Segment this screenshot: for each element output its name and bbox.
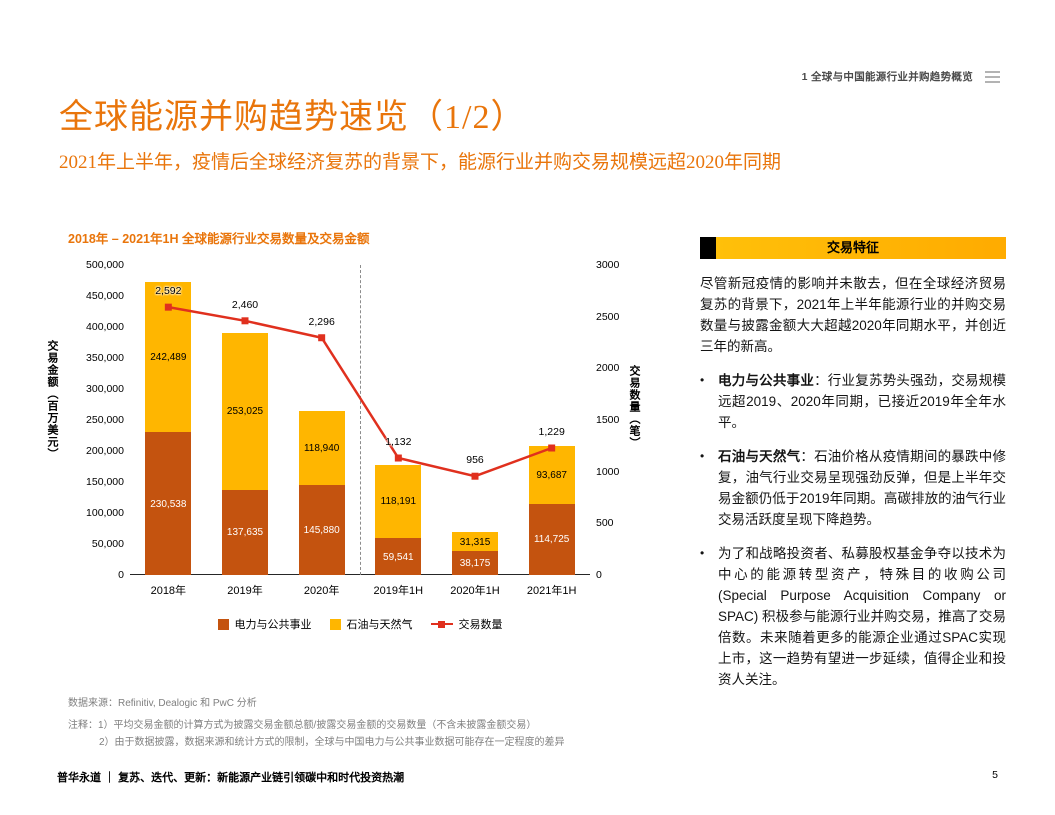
line-marker xyxy=(548,444,556,452)
legend-label-oil: 石油与天然气 xyxy=(346,619,413,631)
bar-segment-power xyxy=(145,432,192,575)
right-axis-tick: 3000 xyxy=(596,259,620,271)
left-axis-tick: 400,000 xyxy=(86,321,124,333)
feature-panel-title: 交易特征 xyxy=(826,240,879,255)
header-notch xyxy=(700,237,716,259)
legend-label-count: 交易数量 xyxy=(458,619,503,631)
left-axis-tick: 500,000 xyxy=(86,259,124,271)
legend-swatch-oil xyxy=(329,618,341,630)
legend-line-marker-icon xyxy=(430,620,453,628)
chart-legend: 电力与公共事业 石油与天然气 交易数量 xyxy=(130,616,590,632)
bar-segment-oil xyxy=(528,445,575,504)
bullet-text: 电力与公共事业：行业复苏势头强劲，交易规模远超2019、2020年同期，已接近2… xyxy=(718,373,1007,430)
bar-segment-power xyxy=(452,551,498,575)
line-value-label: 2,460 xyxy=(231,298,259,311)
bullet-marker: • xyxy=(700,373,705,387)
x-axis-category-label: 2019年 xyxy=(227,585,263,597)
line-value-label: 2,592 xyxy=(155,285,182,298)
x-axis-category-label: 2019年1H xyxy=(373,585,424,597)
deal-count-line xyxy=(168,305,553,478)
legend-label-power: 电力与公共事业 xyxy=(234,619,312,631)
left-axis-tick: 350,000 xyxy=(86,352,124,364)
period-divider-dashed-line xyxy=(360,265,361,575)
bar-segment-oil xyxy=(222,332,268,490)
bullet-item: • 为了和战略投资者、私募股权基金争夺以技术为中心的能源转型资产，特殊目的收购公… xyxy=(700,543,1006,690)
menu-lines-icon xyxy=(985,70,1000,83)
left-axis-title: 交易金额（百万美元） xyxy=(46,340,58,460)
page-number: 5 xyxy=(992,769,998,781)
right-axis-title: 交易数量（笔） xyxy=(628,365,640,449)
line-marker xyxy=(394,454,402,462)
legend-item-power: 电力与公共事业 xyxy=(217,616,312,632)
footnotes: 注释：1）平均交易金额的计算方式为披露交易金额总额/披露交易金额的交易数量（不含… xyxy=(68,717,565,751)
feature-panel-body: 尽管新冠疫情的影响并未散去，但在全球经济贸易复苏的背景下，2021年上半年能源行… xyxy=(700,273,1006,703)
feature-intro: 尽管新冠疫情的影响并未散去，但在全球经济贸易复苏的背景下，2021年上半年能源行… xyxy=(700,276,1006,354)
page-title: 全球能源并购趋势速览（1/2） xyxy=(59,99,526,136)
deal-count-line-layer xyxy=(164,303,556,480)
breadcrumb: 1 全球与中国能源行业并购趋势概览 xyxy=(801,71,973,83)
right-axis-tick: 2500 xyxy=(596,310,620,323)
x-axis-category-label: 2020年1H xyxy=(450,585,500,597)
left-axis-tick: 250,000 xyxy=(86,414,124,426)
left-axis-tick: 50,000 xyxy=(91,538,124,550)
left-axis-tick: 450,000 xyxy=(86,290,124,302)
chart-title: 2018年 – 2021年1H 全球能源行业交易数量及交易金额 xyxy=(68,232,370,246)
bullet-text: 为了和战略投资者、私募股权基金争夺以技术为中心的能源转型资产，特殊目的收购公司 … xyxy=(718,546,1006,687)
bar-segment-power xyxy=(298,484,345,575)
right-axis-tick: 1500 xyxy=(596,414,620,426)
footer-brand-line: 普华永道 ｜ 复苏、迭代、更新：新能源产业链引领碳中和时代投资热潮 xyxy=(57,772,405,784)
legend-item-count: 交易数量 xyxy=(430,616,503,632)
legend-item-oil: 石油与天然气 xyxy=(329,616,413,632)
footnote-1: 注释：1）平均交易金额的计算方式为披露交易金额总额/披露交易金额的交易数量（不含… xyxy=(68,720,537,731)
bullet-marker: • xyxy=(700,546,705,560)
feature-panel-header: 交易特征 xyxy=(700,237,1006,259)
x-axis-category-label: 2021年1H xyxy=(526,585,577,597)
line-value-label: 1,229 xyxy=(538,426,565,438)
right-axis-tick: 500 xyxy=(596,517,614,530)
bar-segment-power xyxy=(528,503,575,575)
bullet-marker: • xyxy=(700,449,705,463)
left-axis-tick: 100,000 xyxy=(86,507,124,519)
right-axis-tick: 1000 xyxy=(596,465,620,478)
bullet-item: • 电力与公共事业：行业复苏势头强劲，交易规模远超2019、2020年同期，已接… xyxy=(700,370,1006,433)
page-subtitle: 2021年上半年，疫情后全球经济复苏的背景下，能源行业并购交易规模远超2020年… xyxy=(59,152,782,173)
data-source-note: 数据来源：Refinitiv, Dealogic 和 PwC 分析 xyxy=(68,698,257,709)
left-axis-tick: 0 xyxy=(118,569,124,581)
right-axis-tick: 0 xyxy=(596,569,602,581)
line-value-label: 1,132 xyxy=(385,436,412,449)
bar-segment-oil xyxy=(298,410,345,485)
line-value-label: 956 xyxy=(466,454,484,467)
bullet-text: 石油与天然气：石油价格从疫情期间的暴跌中修复，油气行业交易呈现强劲反弹，但是上半… xyxy=(718,449,1007,527)
left-axis-tick: 300,000 xyxy=(86,383,124,395)
left-axis-tick: 200,000 xyxy=(86,445,124,457)
line-marker xyxy=(241,317,249,325)
line-marker xyxy=(471,472,479,480)
line-value-label: 2,296 xyxy=(308,315,335,328)
left-axis-tick: 150,000 xyxy=(86,476,124,488)
x-axis-category-label: 2018年 xyxy=(150,585,187,597)
bar-segment-power xyxy=(222,489,268,575)
footnote-2: 2）由于数据披露，数据来源和统计方式的限制，全球与中国电力与公共事业数据可能存在… xyxy=(99,737,565,748)
line-marker xyxy=(164,303,172,311)
bullet-item: • 石油与天然气：石油价格从疫情期间的暴跌中修复，油气行业交易呈现强劲反弹，但是… xyxy=(700,446,1006,530)
line-marker xyxy=(318,334,326,342)
bar-segment-oil xyxy=(452,531,498,552)
bar-segment-oil xyxy=(375,464,422,539)
legend-swatch-power xyxy=(217,618,229,630)
right-axis-tick: 2000 xyxy=(596,362,620,375)
chart-plot-area: 230,538 242,489 137,635 253,025 145,880 118,9… xyxy=(130,265,590,575)
bar-segment-power xyxy=(375,538,422,575)
x-axis-category-label: 2020年 xyxy=(303,585,340,597)
header-right: 1 全球与中国能源行业并购趋势概览 xyxy=(802,69,1000,84)
